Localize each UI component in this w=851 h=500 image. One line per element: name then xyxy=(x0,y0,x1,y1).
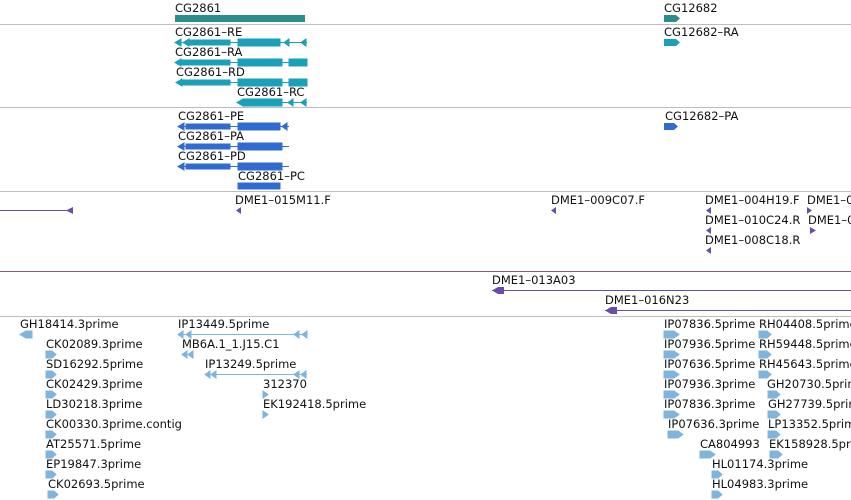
transcript-label[interactable]: CG2861–RD xyxy=(176,65,245,79)
est-label[interactable]: IP07936.3prime xyxy=(664,377,756,391)
track-separator xyxy=(0,191,851,192)
track-separator xyxy=(0,24,851,25)
est-label[interactable]: IP07636.5prime xyxy=(664,357,756,371)
est-label[interactable]: EP19847.3prime xyxy=(46,457,142,471)
bac-end-arrow[interactable] xyxy=(706,227,711,234)
gene-glyph-cg2861[interactable] xyxy=(175,15,305,22)
protein-glyph-cg2861-pc[interactable] xyxy=(237,182,281,190)
bac-clone-label[interactable]: DME1–016N23 xyxy=(605,293,690,307)
bac-end-label[interactable]: DME1–008C18.R xyxy=(705,233,801,247)
bac-end-arrow[interactable] xyxy=(807,207,812,214)
protein-label[interactable]: CG2861–PA xyxy=(178,129,245,143)
protein-label[interactable]: CG2861–PC xyxy=(238,169,305,183)
transcript-label[interactable]: CG12682–RA xyxy=(664,25,739,39)
est-label[interactable]: LP13352.5prime xyxy=(768,417,851,431)
protein-glyph-cg12682-pa[interactable] xyxy=(664,123,678,130)
est-label[interactable]: RH04408.5prime xyxy=(759,317,851,331)
transcript-label[interactable]: CG2861–RE xyxy=(175,25,243,39)
est-label[interactable]: CK00330.3prime.contig xyxy=(46,417,182,431)
est-label[interactable]: LD30218.3prime xyxy=(46,397,143,411)
transcript-glyph-cg2861-ra[interactable] xyxy=(174,58,308,67)
bac-end-label[interactable]: DME1–009C07.F xyxy=(551,193,645,207)
bac-clone-glyph-013a03[interactable] xyxy=(492,287,851,294)
est-glyphs[interactable] xyxy=(19,330,783,499)
protein-glyph-cg2861-pe[interactable] xyxy=(177,122,289,131)
bac-end-label[interactable]: DME1–015M11.F xyxy=(235,193,331,207)
est-label[interactable]: IP07636.3prime xyxy=(668,417,760,431)
gene-label[interactable]: CG12682 xyxy=(664,1,718,15)
est-label[interactable]: MB6A.1_1.J15.C1 xyxy=(182,337,280,351)
protein-label[interactable]: CG12682–PA xyxy=(665,109,739,123)
est-label[interactable]: GH27739.5prime xyxy=(768,397,851,411)
bac-end-label[interactable]: DME1–010C24.R xyxy=(705,213,801,227)
bac-end-arrow[interactable] xyxy=(810,227,816,234)
protein-label[interactable]: CG2861–PD xyxy=(178,149,246,163)
transcript-label[interactable]: CG2861–RC xyxy=(237,85,305,99)
transcript-glyph-cg2861-rc[interactable] xyxy=(236,98,307,107)
est-label[interactable]: CK02089.3prime xyxy=(46,337,143,351)
est-label[interactable]: RH59448.5prime xyxy=(759,337,851,351)
transcript-label[interactable]: CG2861–RA xyxy=(175,45,243,59)
bac-end-label[interactable]: DME1–0 xyxy=(808,213,851,227)
est-label[interactable]: RH45643.5prime xyxy=(759,357,851,371)
est-label[interactable]: CA804993 xyxy=(700,437,760,451)
est-label[interactable]: GH18414.3prime xyxy=(20,317,119,331)
protein-glyph-cg2861-pa[interactable] xyxy=(177,142,289,151)
gene-label[interactable]: CG2861 xyxy=(175,1,222,15)
est-label[interactable]: GH20730.5prime xyxy=(767,377,851,391)
bac-end-label[interactable]: DME1–0 xyxy=(807,193,851,207)
est-label[interactable]: CK02693.5prime xyxy=(48,477,145,491)
est-label[interactable]: IP07836.3prime xyxy=(664,397,756,411)
est-label[interactable]: HL04983.3prime xyxy=(712,477,809,491)
est-label[interactable]: 312370 xyxy=(263,377,307,391)
est-label[interactable]: EK158928.5prime xyxy=(769,437,851,451)
est-label[interactable]: HL01174.3prime xyxy=(712,457,809,471)
bac-end-arrow[interactable] xyxy=(66,207,73,214)
bac-end-arrow[interactable] xyxy=(706,247,711,254)
est-label[interactable]: CK02429.3prime xyxy=(46,377,143,391)
track-separator xyxy=(0,107,851,108)
est-label[interactable]: IP07836.5prime xyxy=(664,317,756,331)
est-label[interactable]: IP07936.5prime xyxy=(664,337,756,351)
est-label[interactable]: IP13249.5prime xyxy=(205,357,297,371)
est-label[interactable]: SD16292.5prime xyxy=(46,357,144,371)
est-label[interactable]: EK192418.5prime xyxy=(263,397,367,411)
bac-end-label[interactable]: DME1–004H19.F xyxy=(705,193,800,207)
track-separator xyxy=(0,316,851,317)
bac-end-arrow[interactable] xyxy=(236,207,241,214)
bac-end-arrow[interactable] xyxy=(706,207,711,214)
transcript-glyph-cg12682-ra[interactable] xyxy=(664,39,680,46)
gene-glyph-cg12682[interactable] xyxy=(664,15,680,22)
bac-end-arrow[interactable] xyxy=(551,207,556,214)
bac-clone-glyph-016n23[interactable] xyxy=(605,307,851,314)
bac-clone-label[interactable]: DME1–013A03 xyxy=(492,273,576,287)
protein-label[interactable]: CG2861–PE xyxy=(178,109,245,123)
transcript-glyph-cg2861-re[interactable] xyxy=(174,38,307,47)
est-label[interactable]: AT25571.5prime xyxy=(46,437,142,451)
track-separator xyxy=(0,271,851,272)
est-label[interactable]: IP13449.5prime xyxy=(178,317,270,331)
transcript-glyph-cg2861-rd[interactable] xyxy=(175,78,308,87)
protein-glyph-cg2861-pd[interactable] xyxy=(177,162,289,171)
